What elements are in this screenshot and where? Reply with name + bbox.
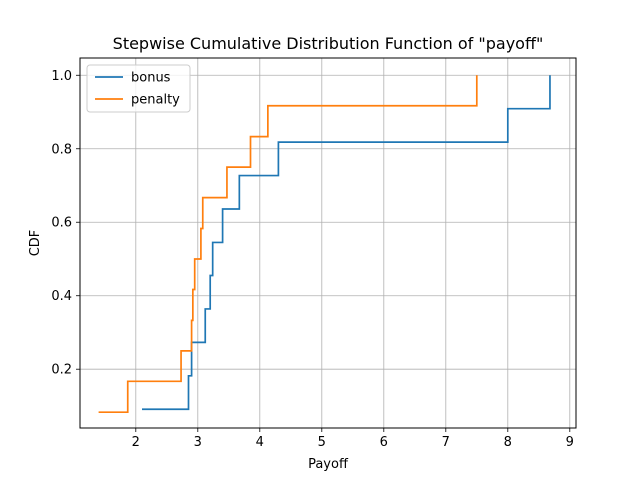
x-tick-label: 5 xyxy=(318,435,326,450)
grid xyxy=(80,58,576,428)
y-tick-label: 0.6 xyxy=(51,216,72,231)
x-axis-label: Payoff xyxy=(308,457,349,472)
x-tick-label: 8 xyxy=(504,435,512,450)
y-axis-label: CDF xyxy=(28,230,43,257)
legend-label-penalty: penalty xyxy=(131,93,180,108)
x-tick-label: 7 xyxy=(442,435,450,450)
y-tick-label: 0.4 xyxy=(51,289,72,304)
chart-title: Stepwise Cumulative Distribution Functio… xyxy=(113,34,544,53)
y-tick-label: 0.2 xyxy=(51,363,72,378)
series-line-penalty xyxy=(98,75,478,414)
x-tick-label: 9 xyxy=(566,435,574,450)
series-line-bonus xyxy=(142,75,551,411)
plot-frame xyxy=(79,57,577,429)
x-tick-label: 6 xyxy=(380,435,388,450)
y-tick-label: 0.8 xyxy=(51,142,72,157)
legend-label-bonus: bonus xyxy=(131,71,171,86)
legend: bonus penalty xyxy=(86,64,191,113)
series-lines xyxy=(98,75,551,414)
axis-ticks: 2 3 4 5 6 7 8 9 0.2 0.4 0.6 0.8 1.0 xyxy=(51,69,574,450)
y-tick-label: 1.0 xyxy=(51,69,72,84)
x-tick-label: 4 xyxy=(256,435,264,450)
x-tick-label: 3 xyxy=(194,435,202,450)
x-tick-label: 2 xyxy=(132,435,140,450)
